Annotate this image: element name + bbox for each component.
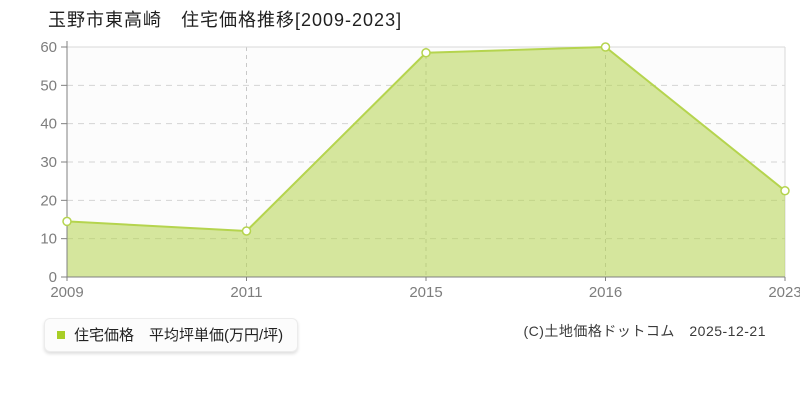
x-axis-tick-label: 2023 [768, 284, 800, 301]
data-point-marker [421, 48, 431, 58]
x-axis-tick-label: 2016 [589, 284, 622, 301]
data-point-marker [241, 226, 252, 236]
x-axis-tick-label: 2009 [50, 284, 83, 301]
y-axis-tick-label: 0 [49, 269, 57, 286]
y-axis-tick-label: 40 [40, 116, 57, 133]
legend-label: 住宅価格 平均坪単価(万円/坪) [74, 327, 284, 344]
legend-box: 住宅価格 平均坪単価(万円/坪) [44, 318, 299, 352]
y-axis-tick-label: 60 [40, 39, 57, 56]
y-axis-tick-label: 20 [40, 192, 57, 209]
x-axis-tick-label: 2011 [230, 284, 262, 301]
y-axis-tick-label: 50 [40, 77, 57, 94]
data-point-marker [62, 216, 72, 227]
x-axis-tick-label: 2015 [409, 284, 442, 301]
data-point-marker [600, 42, 611, 52]
y-axis-tick-label: 10 [40, 231, 57, 248]
legend-marker [57, 330, 65, 339]
page-title: 玉野市東高崎 住宅価格推移[2009-2023] [48, 10, 403, 30]
area-fill [67, 47, 785, 277]
data-point-marker [780, 186, 790, 196]
y-axis-tick-label: 30 [40, 154, 57, 171]
copyright-text: (C)土地価格ドットコム 2025-12-21 [523, 323, 766, 339]
